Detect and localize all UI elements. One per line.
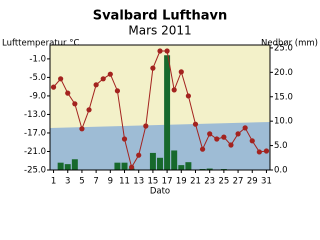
temperature-point: [72, 101, 78, 107]
y-axis-label: Lufttemperatur °C: [2, 39, 79, 49]
temperature-point: [107, 71, 113, 77]
temperature-point: [199, 146, 206, 152]
temperature-point: [58, 76, 64, 82]
temperature-point: [129, 164, 135, 170]
x-tick-label: 27: [233, 177, 244, 187]
x-tick-label: 21: [190, 177, 201, 187]
temperature-point: [263, 148, 270, 154]
temperature-point: [86, 107, 92, 113]
x-tick-label: 31: [261, 177, 272, 187]
temperature-point: [136, 152, 142, 158]
temperature-point: [114, 88, 121, 94]
y2-tick-label: 0.0: [274, 166, 288, 176]
temperature-point: [171, 87, 177, 93]
y2-axis-label: Nedbør (mm): [261, 39, 318, 49]
y-tick-label: -13.0: [24, 110, 46, 120]
chart-title: Svalbard Lufthavn: [93, 9, 228, 24]
y2-tick-label: 5.0: [274, 141, 288, 151]
precipitation-bar: [206, 168, 213, 170]
x-tick-label: 5: [79, 177, 84, 187]
y-tick-label: -1.0: [29, 54, 46, 64]
temperature-point: [164, 48, 170, 54]
y2-tick-label: 15.0: [274, 92, 293, 102]
precipitation-bar: [185, 162, 192, 170]
y-tick-label: -17.0: [24, 128, 46, 138]
temperature-point: [143, 123, 149, 129]
x-tick-label: 9: [108, 177, 113, 187]
temperature-point: [192, 121, 199, 127]
y-tick-label: -25.0: [24, 166, 46, 176]
temperature-point: [235, 131, 241, 137]
x-tick-label: 29: [247, 177, 258, 187]
temperature-point: [150, 65, 156, 71]
y2-tick-label: 20.0: [274, 68, 293, 78]
temperature-point: [242, 125, 248, 131]
temperature-point: [214, 136, 220, 142]
temperature-point: [207, 131, 213, 137]
temperature-point: [228, 142, 234, 148]
temperature-point: [185, 93, 191, 99]
x-tick-label: 3: [65, 177, 70, 187]
temperature-point: [221, 134, 227, 140]
precipitation-bar: [164, 55, 171, 170]
temperature-point: [50, 84, 57, 90]
temperature-point: [100, 76, 106, 82]
plot-border: [49, 44, 271, 171]
y-tick-label: -9.0: [29, 91, 46, 101]
x-tick-label: 7: [93, 177, 98, 187]
precipitation-bar: [121, 162, 128, 170]
x-tick-label: 23: [204, 177, 215, 187]
x-tick-label: 17: [162, 177, 173, 187]
x-tick-label: 25: [218, 177, 229, 187]
temperature-point: [256, 149, 262, 155]
x-tick-label: 19: [176, 177, 187, 187]
precipitation-bar: [178, 165, 185, 170]
temperature-point: [79, 126, 85, 132]
precipitation-bar: [114, 162, 121, 170]
y2-tick-label: 25.0: [274, 43, 293, 53]
temperature-point: [65, 90, 71, 96]
precipitation-bar: [157, 157, 163, 170]
x-tick-label: 15: [147, 177, 158, 187]
temperature-point: [249, 138, 255, 144]
precipitation-bar: [149, 152, 156, 170]
chart: Svalbard Lufthavn Mars 2011 Lufttemperat…: [2, 9, 318, 197]
y2-tick-label: 10.0: [274, 117, 293, 127]
temperature-point: [93, 82, 99, 88]
y-tick-label: -5.0: [29, 73, 46, 83]
precipitation-bar: [57, 162, 64, 170]
x-tick-label: 11: [119, 177, 130, 187]
y-tick-label: -21.0: [24, 147, 46, 157]
precipitation-bar: [171, 150, 178, 170]
temperature-point: [157, 48, 163, 54]
temperature-point: [178, 69, 184, 75]
x-tick-label: 1: [51, 177, 56, 187]
precipitation-bar: [64, 164, 71, 170]
precipitation-bar: [71, 159, 78, 170]
chart-subtitle: Mars 2011: [128, 24, 191, 38]
x-tick-label: 13: [133, 177, 144, 187]
temperature-point: [121, 136, 128, 142]
x-axis-label: Dato: [150, 187, 170, 197]
normal-band: [50, 122, 270, 170]
